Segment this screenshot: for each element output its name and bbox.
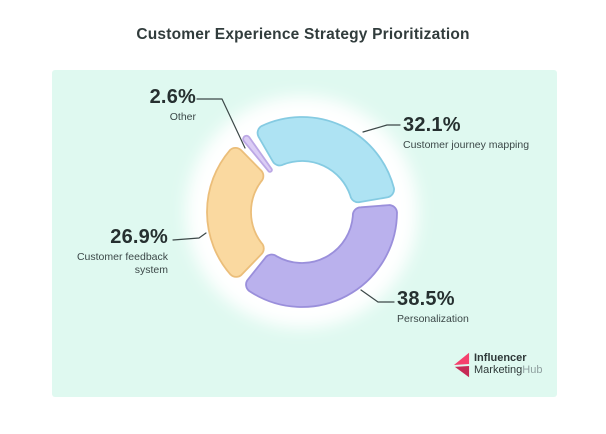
donut-slice-customer-feedback-system	[206, 146, 265, 278]
donut-slices	[206, 116, 398, 308]
donut-slice-personalization	[245, 204, 398, 308]
leader-line-journey	[362, 124, 401, 133]
leader-line-personalization	[360, 289, 395, 303]
leader-line-other	[196, 98, 246, 149]
label-other: Other	[169, 111, 196, 123]
logo-marketinghub: MarketingHub	[474, 364, 543, 376]
pct-other: 2.6%	[149, 86, 196, 108]
callout-customer-feedback-system: 26.9% Customer feedback system	[72, 227, 168, 277]
leader-line-feedback	[172, 232, 207, 241]
pct-customer-journey-mapping: 32.1%	[403, 114, 461, 136]
pct-customer-feedback-system: 26.9%	[110, 226, 168, 248]
logo-text: Influencer MarketingHub	[474, 353, 542, 376]
callout-personalization: 38.5% Personalization	[397, 289, 469, 326]
label-personalization: Personalization	[397, 313, 469, 325]
donut-slice-customer-journey-mapping	[256, 116, 395, 204]
pct-personalization: 38.5%	[397, 288, 455, 310]
page-title: Customer Experience Strategy Prioritizat…	[136, 26, 470, 43]
callout-customer-journey-mapping: 32.1% Customer journey mapping	[403, 115, 529, 152]
logo-arrow-icon	[453, 352, 470, 378]
donut-slice-other	[242, 134, 273, 173]
logo-influencer: Influencer	[474, 352, 527, 365]
influencer-marketinghub-logo: Influencer MarketingHub	[453, 352, 542, 378]
callout-other: 2.6% Other	[150, 87, 196, 124]
label-customer-journey-mapping: Customer journey mapping	[403, 139, 530, 151]
leader-lines	[172, 98, 401, 303]
label-customer-feedback-system: Customer feedback system	[76, 251, 168, 276]
